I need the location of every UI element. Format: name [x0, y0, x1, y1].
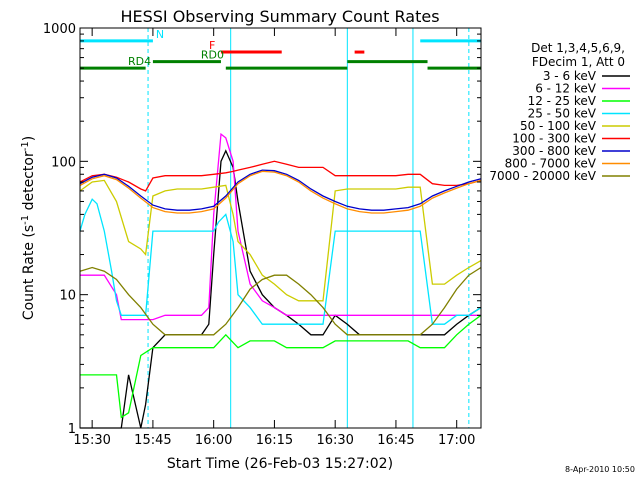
annotation-label: RD4 — [128, 55, 151, 68]
chart-title: HESSI Observing Summary Count Rates — [120, 7, 439, 26]
legend-label: 50 - 100 keV — [520, 119, 597, 133]
x-tick-label: 17:00 — [438, 433, 475, 448]
y-axis: 1 10 100 1000 — [43, 22, 481, 437]
y-tick-label: 100 — [51, 155, 76, 170]
series-line — [80, 314, 482, 419]
annotation-label: F — [209, 39, 215, 52]
legend-label: 7000 - 20000 keV — [489, 169, 596, 183]
x-tick-label: 15:45 — [134, 433, 171, 448]
x-axis: 15:30 15:45 16:00 16:15 16:30 16:45 17:00 — [73, 28, 475, 448]
x-tick-label: 15:30 — [73, 433, 110, 448]
legend-label: 800 - 7000 keV — [505, 157, 597, 171]
legend-label: 300 - 800 keV — [512, 144, 596, 158]
y-tick-label: 10 — [59, 289, 76, 304]
legend-label: 6 - 12 keV — [535, 82, 597, 96]
x-tick-label: 16:00 — [195, 433, 232, 448]
annotation-label: RD0 — [201, 49, 224, 62]
x-axis-label: Start Time (26-Feb-03 15:27:02) — [167, 456, 393, 472]
legend-header-1: Det 1,3,4,5,6,9, — [531, 41, 625, 55]
series-line — [80, 132, 481, 321]
y-tick-label: 1000 — [43, 22, 76, 37]
x-tick-label: 16:30 — [316, 433, 353, 448]
x-tick-label: 16:45 — [377, 433, 414, 448]
series-line — [79, 266, 482, 336]
y-axis-label: Count Rate (s-1 detector-1) — [20, 136, 37, 320]
series-line — [79, 160, 482, 192]
legend-label: 12 - 25 keV — [528, 94, 597, 108]
legend-label: 3 - 6 keV — [543, 69, 597, 83]
legend-label: 100 - 300 keV — [512, 132, 596, 146]
y-tick-label: 1 — [68, 422, 76, 437]
legend-header-2: FDecim 1, Att 0 — [532, 55, 625, 69]
plot-frame — [79, 27, 482, 429]
legend-label: 25 - 50 keV — [528, 107, 597, 121]
series-line — [79, 179, 482, 302]
series-line — [79, 198, 482, 325]
annotation-label: N — [156, 28, 164, 41]
x-tick-label: 16:15 — [256, 433, 293, 448]
series-line — [79, 170, 482, 214]
timestamp: 8-Apr-2010 10:50 — [565, 465, 635, 474]
series-line — [79, 169, 482, 211]
